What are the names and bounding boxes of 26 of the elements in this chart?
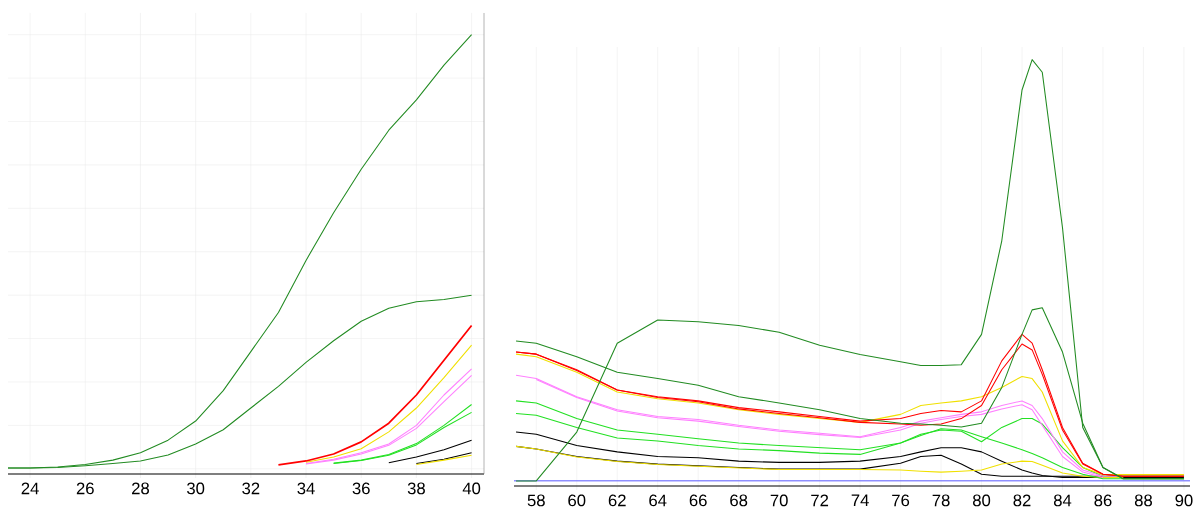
x-tick-label: 60: [568, 494, 586, 507]
x-tick-label: 66: [689, 494, 707, 507]
x-tick-label: 78: [932, 494, 950, 507]
x-tick-label: 38: [407, 482, 425, 495]
x-tick-label: 32: [242, 482, 260, 495]
x-tick-label: 90: [1175, 494, 1193, 507]
x-tick-label: 62: [608, 494, 626, 507]
x-tick-label: 86: [1094, 494, 1112, 507]
x-tick-label: 74: [851, 494, 869, 506]
x-tick-label: 82: [1013, 494, 1031, 507]
x-tick-label: 34: [297, 482, 315, 495]
x-tick-label: 68: [730, 494, 748, 507]
x-tick-label: 58: [527, 494, 545, 507]
x-tick-label: 88: [1134, 494, 1153, 507]
x-tick-label: 24: [21, 482, 39, 495]
x-tick-label: 40: [462, 482, 481, 495]
x-tick-label: 64: [649, 494, 667, 507]
x-tick-label: 30: [187, 482, 205, 495]
x-tick-label: 36: [352, 482, 370, 495]
x-tick-label: 26: [76, 482, 94, 495]
x-tick-label: 84: [1053, 494, 1072, 507]
x-tick-label: 80: [973, 494, 991, 507]
x-tick-label: 72: [811, 494, 829, 507]
x-tick-label: 76: [892, 494, 910, 507]
x-tick-label: 28: [132, 482, 150, 495]
x-tick-label: 70: [770, 494, 788, 507]
